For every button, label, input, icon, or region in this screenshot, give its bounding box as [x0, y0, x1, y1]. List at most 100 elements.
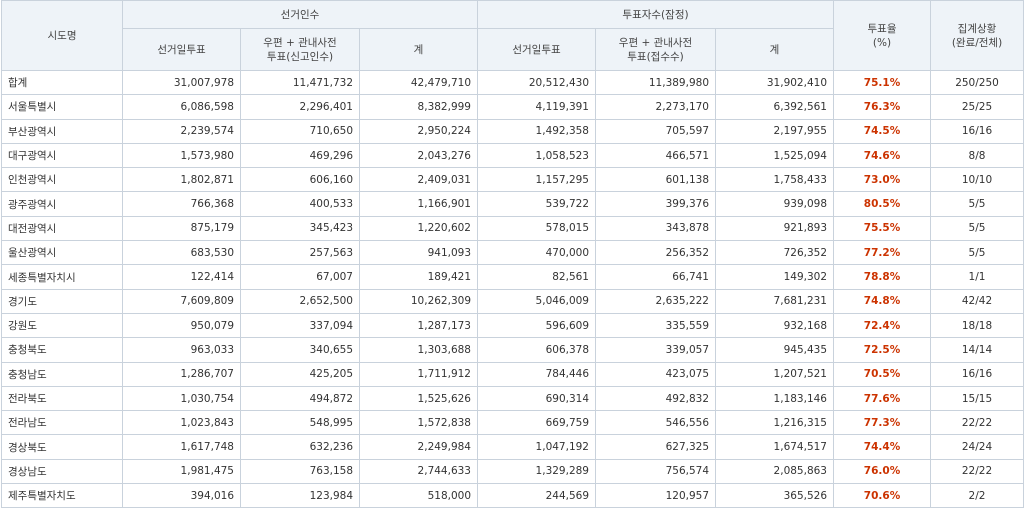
- electors-total-cell: 1,166,901: [359, 191, 478, 217]
- electors-total-cell: 1,303,688: [359, 337, 478, 363]
- electors-total-cell: 941,093: [359, 240, 478, 266]
- voters-election-day-cell: 244,569: [477, 483, 596, 509]
- voters-postal-early-cell: 339,057: [595, 337, 716, 363]
- electors-total-cell: 1,711,912: [359, 361, 478, 387]
- header-voters: 투표자수(잠정): [477, 0, 834, 29]
- status-cell: 22/22: [930, 410, 1024, 436]
- voters-postal-early-cell: 11,389,980: [595, 69, 716, 96]
- voters-election-day-cell: 606,378: [477, 337, 596, 363]
- voters-postal-early-cell: 66,741: [595, 264, 716, 290]
- turnout-rate-cell: 74.4%: [833, 434, 931, 460]
- electors-election-day-cell: 963,033: [122, 337, 241, 363]
- turnout-rate-cell: 76.3%: [833, 94, 931, 120]
- voters-total-cell: 31,902,410: [715, 69, 834, 96]
- header-electors: 선거인수: [122, 0, 478, 29]
- region-cell: 충청남도: [1, 361, 123, 387]
- electors-election-day-cell: 1,286,707: [122, 361, 241, 387]
- header-status: 집계상황 (완료/전체): [930, 0, 1024, 71]
- region-cell: 전라남도: [1, 410, 123, 436]
- voters-election-day-cell: 1,157,295: [477, 167, 596, 193]
- electors-postal-early-cell: 67,007: [240, 264, 360, 290]
- status-cell: 2/2: [930, 483, 1024, 509]
- voters-postal-early-cell: 601,138: [595, 167, 716, 193]
- voters-election-day-cell: 1,329,289: [477, 458, 596, 485]
- electors-postal-early-cell: 123,984: [240, 483, 360, 509]
- electors-total-cell: 2,744,633: [359, 458, 478, 485]
- voters-election-day-cell: 5,046,009: [477, 288, 596, 314]
- electors-election-day-cell: 2,239,574: [122, 118, 241, 144]
- electors-total-cell: 1,572,838: [359, 410, 478, 436]
- voters-total-cell: 939,098: [715, 191, 834, 217]
- electors-election-day-cell: 683,530: [122, 240, 241, 266]
- region-cell: 전라북도: [1, 385, 123, 412]
- electors-election-day-cell: 7,609,809: [122, 288, 241, 314]
- voters-total-cell: 945,435: [715, 337, 834, 363]
- region-cell: 경상남도: [1, 458, 123, 485]
- status-cell: 18/18: [930, 312, 1024, 339]
- table-row: 충청북도 963,033 340,655 1,303,688 606,378 339,05…: [1, 337, 1024, 363]
- electors-total-cell: 1,287,173: [359, 312, 478, 339]
- voters-election-day-cell: 1,058,523: [477, 142, 596, 169]
- table-row: 부산광역시 2,239,574 710,650 2,950,224 1,492,358 7…: [1, 118, 1024, 144]
- electors-election-day-cell: 1,030,754: [122, 385, 241, 412]
- status-cell: 25/25: [930, 94, 1024, 120]
- electors-election-day-cell: 950,079: [122, 312, 241, 339]
- turnout-rate-cell: 78.8%: [833, 264, 931, 290]
- voters-total-cell: 7,681,231: [715, 288, 834, 314]
- region-cell: 경상북도: [1, 434, 123, 460]
- voters-postal-early-cell: 705,597: [595, 118, 716, 144]
- electors-election-day-cell: 1,573,980: [122, 142, 241, 169]
- voters-postal-early-cell: 335,559: [595, 312, 716, 339]
- region-cell: 세종특별자치시: [1, 264, 123, 290]
- turnout-rate-cell: 70.6%: [833, 483, 931, 509]
- turnout-rate-cell: 76.0%: [833, 458, 931, 485]
- turnout-rate-cell: 77.6%: [833, 385, 931, 412]
- region-cell: 울산광역시: [1, 240, 123, 266]
- electors-postal-early-cell: 337,094: [240, 312, 360, 339]
- turnout-rate-cell: 74.8%: [833, 288, 931, 314]
- subheader-total: 계: [359, 28, 478, 71]
- turnout-rate-cell: 74.5%: [833, 118, 931, 144]
- table-row: 전라북도 1,030,754 494,872 1,525,626 690,314 492,…: [1, 385, 1024, 412]
- voters-election-day-cell: 690,314: [477, 385, 596, 412]
- voters-total-cell: 149,302: [715, 264, 834, 290]
- status-cell: 5/5: [930, 191, 1024, 217]
- subheader-postal-early-voters: 우편 + 관내사전 투표(접수수): [595, 28, 716, 71]
- voters-total-cell: 6,392,561: [715, 94, 834, 120]
- voters-total-cell: 1,216,315: [715, 410, 834, 436]
- voters-total-cell: 932,168: [715, 312, 834, 339]
- electors-postal-early-cell: 494,872: [240, 385, 360, 412]
- electors-postal-early-cell: 400,533: [240, 191, 360, 217]
- electors-postal-early-cell: 2,652,500: [240, 288, 360, 314]
- turnout-rate-cell: 74.6%: [833, 142, 931, 169]
- voters-postal-early-cell: 466,571: [595, 142, 716, 169]
- voters-total-cell: 1,674,517: [715, 434, 834, 460]
- status-cell: 5/5: [930, 240, 1024, 266]
- electors-total-cell: 2,043,276: [359, 142, 478, 169]
- region-cell: 경기도: [1, 288, 123, 314]
- voters-total-cell: 921,893: [715, 215, 834, 242]
- voters-total-cell: 726,352: [715, 240, 834, 266]
- status-cell: 1/1: [930, 264, 1024, 290]
- electors-total-cell: 518,000: [359, 483, 478, 509]
- electors-election-day-cell: 1,023,843: [122, 410, 241, 436]
- voters-total-cell: 1,207,521: [715, 361, 834, 387]
- voters-postal-early-cell: 399,376: [595, 191, 716, 217]
- status-cell: 250/250: [930, 69, 1024, 96]
- status-cell: 16/16: [930, 118, 1024, 144]
- voters-postal-early-cell: 756,574: [595, 458, 716, 485]
- subheader-election-day-voters: 선거일투표: [477, 28, 596, 71]
- subheader-postal-early: 우편 + 관내사전 투표(신고인수): [240, 28, 360, 71]
- electors-total-cell: 189,421: [359, 264, 478, 290]
- turnout-rate-cell: 70.5%: [833, 361, 931, 387]
- status-cell: 15/15: [930, 385, 1024, 412]
- electors-total-cell: 2,249,984: [359, 434, 478, 460]
- electors-election-day-cell: 1,617,748: [122, 434, 241, 460]
- header-region: 시도명: [1, 0, 123, 71]
- region-cell: 광주광역시: [1, 191, 123, 217]
- table-row: 광주광역시 766,368 400,533 1,166,901 539,722 399,3…: [1, 191, 1024, 217]
- voters-election-day-cell: 578,015: [477, 215, 596, 242]
- electors-election-day-cell: 31,007,978: [122, 69, 241, 96]
- region-cell: 충청북도: [1, 337, 123, 363]
